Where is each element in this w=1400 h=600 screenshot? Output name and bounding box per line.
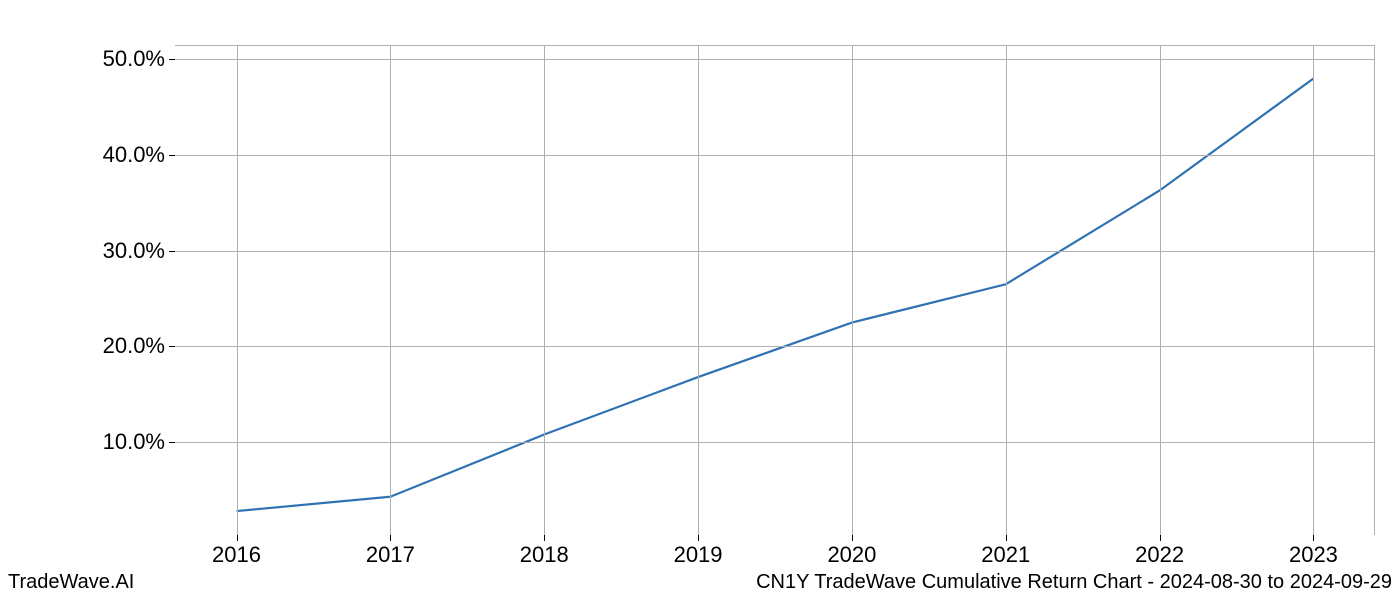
grid-line-horizontal: [175, 155, 1375, 156]
grid-line-vertical: [698, 45, 699, 535]
y-axis-tick-label: 40.0%: [103, 142, 165, 168]
y-tick-mark: [169, 59, 175, 60]
x-tick-mark: [1313, 535, 1314, 541]
y-axis-tick-label: 50.0%: [103, 46, 165, 72]
x-axis-tick-label: 2019: [674, 542, 723, 568]
grid-line-horizontal: [175, 442, 1375, 443]
grid-line-horizontal: [175, 346, 1375, 347]
x-axis-tick-label: 2016: [212, 542, 261, 568]
x-tick-mark: [698, 535, 699, 541]
y-tick-mark: [169, 442, 175, 443]
x-tick-mark: [1160, 535, 1161, 541]
grid-line-vertical: [1160, 45, 1161, 535]
x-axis-tick-label: 2018: [520, 542, 569, 568]
y-tick-mark: [169, 155, 175, 156]
y-axis-tick-label: 10.0%: [103, 429, 165, 455]
y-axis-tick-label: 30.0%: [103, 238, 165, 264]
grid-line-vertical: [237, 45, 238, 535]
data-line: [237, 78, 1314, 511]
line-chart-svg: [175, 45, 1375, 535]
x-axis-tick-label: 2017: [366, 542, 415, 568]
x-tick-mark: [852, 535, 853, 541]
grid-line-horizontal: [175, 251, 1375, 252]
x-axis-tick-label: 2022: [1135, 542, 1184, 568]
grid-line-vertical: [1313, 45, 1314, 535]
x-axis-tick-label: 2020: [827, 542, 876, 568]
y-axis-tick-label: 20.0%: [103, 333, 165, 359]
y-tick-mark: [169, 346, 175, 347]
footer-right-text: CN1Y TradeWave Cumulative Return Chart -…: [756, 571, 1392, 594]
y-tick-mark: [169, 251, 175, 252]
x-axis-tick-label: 2021: [981, 542, 1030, 568]
grid-line-vertical: [390, 45, 391, 535]
x-axis-tick-label: 2023: [1289, 542, 1338, 568]
chart-plot-area: [175, 45, 1375, 535]
x-tick-mark: [390, 535, 391, 541]
x-tick-mark: [544, 535, 545, 541]
grid-line-vertical: [852, 45, 853, 535]
grid-line-vertical: [1006, 45, 1007, 535]
footer-left-text: TradeWave.AI: [8, 571, 134, 594]
grid-line-vertical: [544, 45, 545, 535]
grid-line-horizontal: [175, 59, 1375, 60]
x-tick-mark: [237, 535, 238, 541]
x-tick-mark: [1006, 535, 1007, 541]
